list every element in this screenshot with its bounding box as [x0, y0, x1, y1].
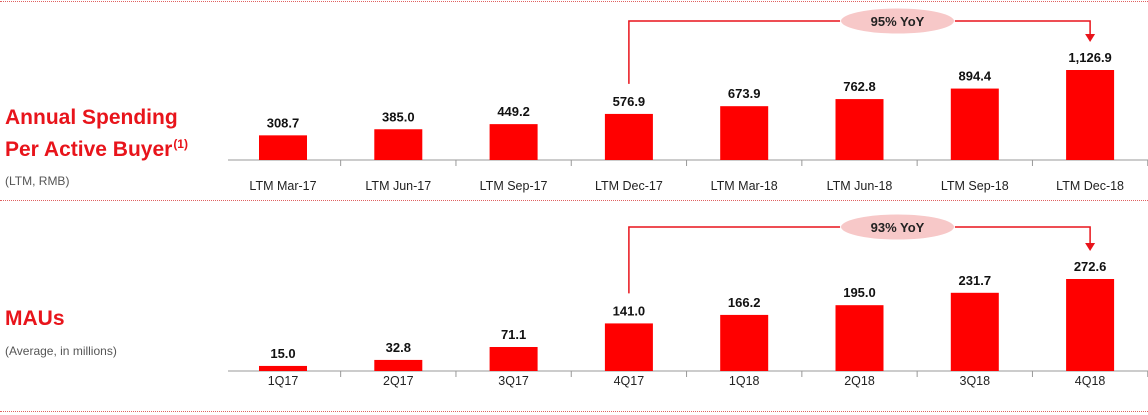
mau-chart-subtitle: (Average, in millions) [5, 344, 117, 358]
spending-bar-value-label: 576.9 [613, 94, 646, 109]
spending-chart-title-footnote: (1) [173, 137, 188, 151]
mau-category-label: 3Q17 [498, 374, 529, 388]
spending-yoy-bubble [840, 7, 955, 35]
mau-category-label: 1Q17 [268, 374, 299, 388]
mau-bar-value-label: 32.8 [386, 340, 411, 355]
mau-bar [835, 305, 884, 371]
spending-bar-value-label: 449.2 [497, 104, 530, 119]
mau-category-label: 2Q18 [844, 374, 875, 388]
spending-chart-subtitle: (LTM, RMB) [5, 174, 70, 188]
top-divider [0, 1, 1148, 2]
mau-category-label: 1Q18 [729, 374, 760, 388]
spending-category-label: LTM Sep-17 [480, 179, 548, 193]
spending-category-label: LTM Mar-17 [249, 179, 316, 193]
spending-category-label: LTM Mar-18 [711, 179, 778, 193]
spending-bar-value-label: 894.4 [959, 69, 992, 84]
mau-bar-value-label: 141.0 [613, 303, 646, 318]
spending-chart-title-text: Annual Spending Per Active Buyer [5, 106, 178, 161]
middle-divider [0, 200, 1148, 201]
mau-bar [374, 359, 423, 371]
spending-bar-value-label: 385.0 [382, 109, 415, 124]
mau-bar-value-label: 231.7 [959, 273, 992, 288]
mau-bar [489, 347, 538, 371]
spending-bar-value-label: 673.9 [728, 86, 761, 101]
mau-bar-value-label: 272.6 [1074, 259, 1107, 274]
spending-category-label: LTM Jun-18 [827, 179, 893, 193]
mau-bar [720, 314, 769, 371]
mau-chart-title: MAUs [5, 307, 65, 330]
mau-category-label: 3Q18 [960, 374, 991, 388]
spending-bar [950, 88, 999, 160]
mau-bar [259, 365, 307, 371]
spending-bar-value-label: 762.8 [843, 79, 876, 94]
bottom-divider [0, 411, 1148, 412]
spending-bar [374, 129, 423, 160]
mau-category-label: 4Q18 [1075, 374, 1106, 388]
mau-category-label: 4Q17 [614, 374, 645, 388]
mau-bar-value-label: 15.0 [270, 346, 295, 361]
mau-bar [604, 323, 653, 371]
mau-bar [1066, 279, 1115, 371]
mau-bar-value-label: 195.0 [843, 285, 876, 300]
mau-yoy-arrowhead [1085, 243, 1096, 251]
spending-yoy-arrowhead [1085, 34, 1096, 42]
spending-chart-title: Annual Spending Per Active Buyer(1) [5, 104, 205, 163]
spending-bar-value-label: 1,126.9 [1068, 50, 1111, 65]
spending-bar [720, 106, 769, 160]
mau-bar [950, 292, 999, 371]
spending-bar-value-label: 308.7 [267, 115, 300, 130]
mau-category-label: 2Q17 [383, 374, 414, 388]
mau-yoy-bubble [840, 213, 955, 241]
spending-category-label: LTM Sep-18 [941, 179, 1009, 193]
spending-category-label: LTM Jun-17 [365, 179, 431, 193]
mau-yoy-label: 93% YoY [871, 220, 925, 235]
mau-bar-value-label: 71.1 [501, 327, 526, 342]
spending-yoy-label: 95% YoY [871, 14, 925, 29]
mau-bar-value-label: 166.2 [728, 295, 761, 310]
spending-category-label: LTM Dec-18 [1056, 179, 1124, 193]
spending-bar [604, 113, 653, 160]
spending-bar [259, 135, 307, 160]
spending-category-label: LTM Dec-17 [595, 179, 663, 193]
spending-bar [489, 124, 538, 160]
spending-bar [835, 99, 884, 160]
spending-bar [1066, 70, 1115, 160]
